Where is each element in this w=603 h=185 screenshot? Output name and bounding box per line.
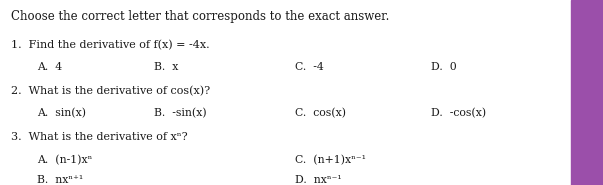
Text: Choose the correct letter that corresponds to the exact answer.: Choose the correct letter that correspon… [11,10,389,23]
Text: A.  sin(x): A. sin(x) [37,108,86,119]
Text: C.  (n+1)xⁿ⁻¹: C. (n+1)xⁿ⁻¹ [295,154,367,165]
Text: B.  -sin(x): B. -sin(x) [154,108,206,119]
Text: 1.  Find the derivative of f(x) = -4x.: 1. Find the derivative of f(x) = -4x. [11,40,209,50]
Text: C.  -4: C. -4 [295,62,324,72]
Text: 2.  What is the derivative of cos(x)?: 2. What is the derivative of cos(x)? [11,86,210,96]
Text: A.  (n-1)xⁿ: A. (n-1)xⁿ [37,154,93,165]
Text: B.  nxⁿ⁺¹: B. nxⁿ⁺¹ [37,175,84,185]
Text: D.  -cos(x): D. -cos(x) [431,108,486,119]
Text: 3.  What is the derivative of xⁿ?: 3. What is the derivative of xⁿ? [11,132,188,142]
Text: D.  nxⁿ⁻¹: D. nxⁿ⁻¹ [295,175,343,185]
Text: A.  4: A. 4 [37,62,63,72]
Text: D.  0: D. 0 [431,62,457,72]
Text: B.  x: B. x [154,62,178,72]
Text: C.  cos(x): C. cos(x) [295,108,347,119]
